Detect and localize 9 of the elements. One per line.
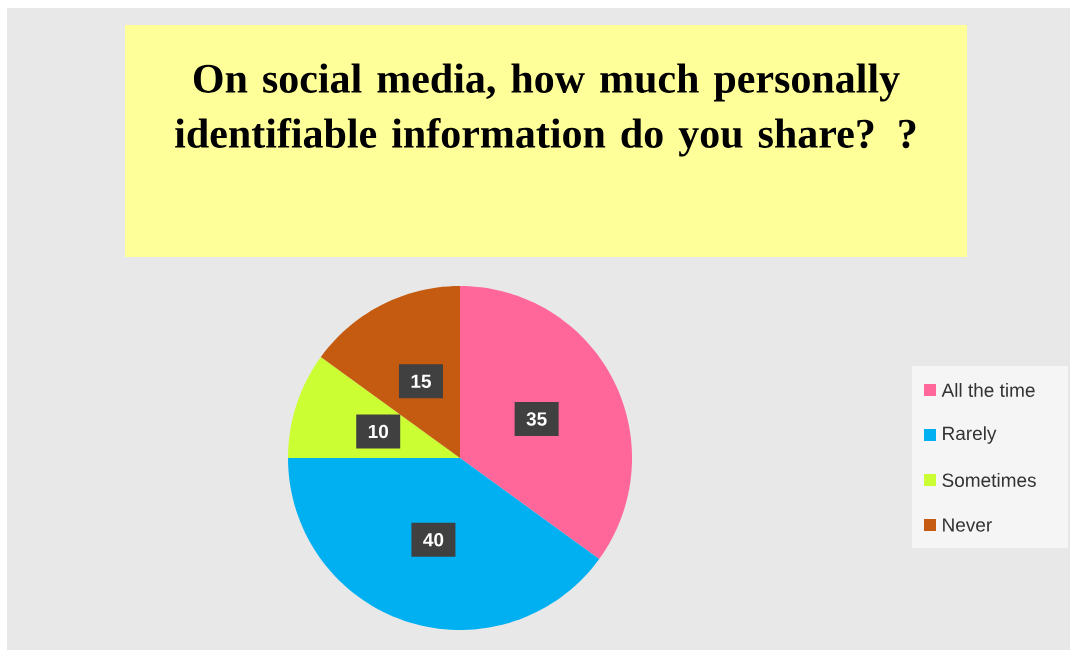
legend-label: All the time <box>941 383 1035 397</box>
legend-label: Sometimes <box>942 473 1036 487</box>
data-label: 10 <box>368 424 388 439</box>
legend-label: Rarely <box>943 426 997 444</box>
data-label: 40 <box>423 533 444 547</box>
data-label: 35 <box>526 412 547 426</box>
data-label: 15 <box>411 374 431 388</box>
legend-label: Never <box>943 518 992 532</box>
chart-title: On social media, how much personally identifiable information do you share? ? <box>175 63 916 157</box>
